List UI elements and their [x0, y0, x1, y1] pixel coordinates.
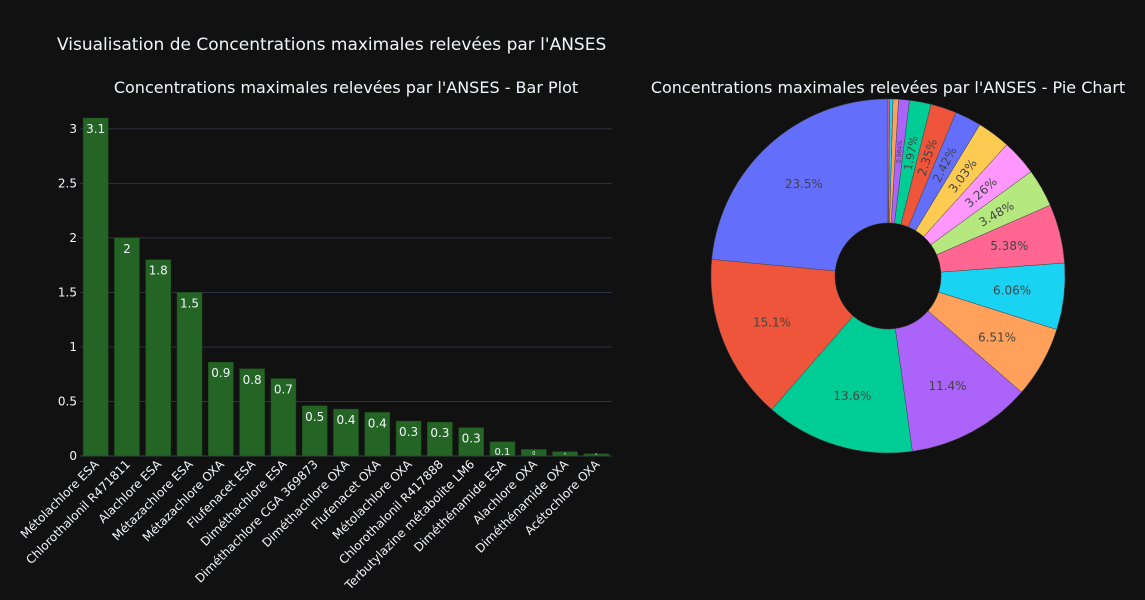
bar-y-tick-label: 2.5: [58, 176, 77, 190]
bar-data-label: 0: [564, 452, 566, 456]
figure-title: Visualisation de Concentrations maximale…: [57, 35, 606, 55]
bar-data-label: 0.4: [368, 416, 387, 430]
bar-plot-title: Concentrations maximales relevées par l'…: [114, 78, 578, 97]
bar: [458, 427, 484, 457]
bar: [301, 405, 328, 457]
pie-slice: [711, 98, 889, 272]
pie-slice-label: 5.38%: [990, 239, 1028, 253]
bar-y-tick-label: 0: [69, 449, 77, 463]
bar-data-label: 0: [532, 451, 535, 457]
pie-slice-label: 11.4%: [928, 379, 966, 393]
pie-slice-label: 15.1%: [753, 316, 791, 330]
bar-data-label: 2: [123, 242, 131, 256]
pie-chart: Concentrations maximales relevées par l'…: [651, 78, 1125, 454]
bar-data-labels: 3.1 2 1.8 1.5 0.9 0.8 0.7 0.5 0.4 0.4 0.3 0.3 0.3 0.1…: [86, 122, 597, 458]
bar-data-label: 0.4: [336, 413, 355, 427]
pie-slice: [887, 98, 890, 224]
bar: [427, 421, 453, 457]
pie-chart-title: Concentrations maximales relevées par l'…: [651, 78, 1125, 97]
bar-data-label: 0.7: [274, 383, 293, 397]
bar-data-label: 0.3: [399, 425, 418, 439]
bar: [145, 259, 172, 457]
bar: [82, 117, 109, 457]
bar-y-tick-label: 1: [69, 340, 77, 354]
bar-y-tick-label: 2: [69, 231, 77, 245]
bar-data-label: 3.1: [86, 122, 105, 136]
bar-data-label: 0.3: [430, 426, 449, 440]
bar: [270, 378, 297, 457]
bar-data-label: 0.9: [211, 366, 230, 380]
pie-slice-label: 6.06%: [993, 284, 1031, 298]
pie-slice-label: 23.5%: [785, 177, 823, 191]
bar: [395, 420, 422, 457]
pie-slice-label: 0.984%: [895, 140, 904, 164]
bar: [176, 292, 203, 457]
pie-slices: [710, 98, 1066, 454]
bar-data-label: 1.5: [180, 296, 199, 310]
bar-data-label: 1.8: [149, 264, 168, 278]
pie-slice: [771, 315, 913, 454]
pie-slice: [710, 259, 854, 410]
bar-series: [82, 117, 610, 457]
bar: [239, 368, 265, 457]
bar: [583, 453, 610, 457]
bar: [333, 408, 359, 457]
bar: [552, 451, 578, 457]
bar: [364, 412, 391, 457]
pie-slice-label: 1.97%: [902, 135, 921, 172]
bar-data-label: 0.5: [305, 410, 324, 424]
pie-slice: [895, 310, 1022, 452]
bar-y-tick-label: 1.5: [58, 285, 77, 299]
bar-data-label: 0.3: [462, 432, 481, 446]
bar: [520, 449, 547, 457]
bar: [208, 361, 234, 457]
bar: [489, 441, 516, 457]
bar-y-tick-label: 0.5: [58, 394, 77, 408]
bar-data-label: 0.1: [495, 447, 511, 458]
bar-data-label: 0.8: [243, 373, 262, 387]
pie-slice-label: 6.51%: [978, 330, 1016, 344]
bar-y-tick-label: 3: [69, 122, 77, 136]
bar-y-axis: 0 0.5 1 1.5 2 2.5 3: [58, 122, 77, 463]
bar-data-label: 0: [595, 452, 597, 456]
bar: [114, 237, 140, 457]
pie-slice-label: 13.6%: [833, 389, 871, 403]
